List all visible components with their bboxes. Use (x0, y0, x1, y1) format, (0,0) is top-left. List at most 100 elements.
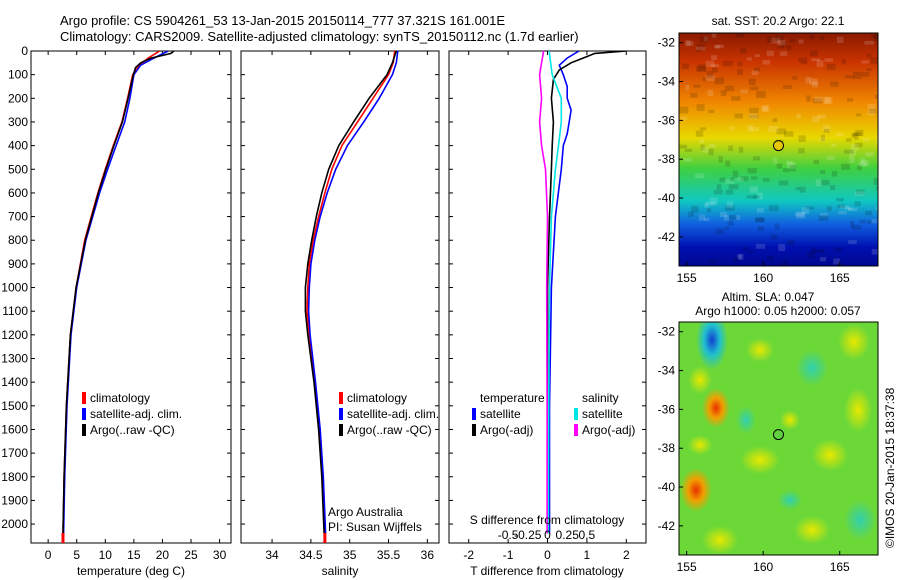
sst-pixel (812, 115, 820, 122)
temperature-panel: 0100200300400500600700800900100011001200… (1, 44, 232, 578)
sst-pixel (679, 144, 688, 149)
sst-pixel (753, 156, 760, 161)
sst-pixel (700, 144, 705, 151)
sst-pixel (873, 34, 878, 42)
sst-pixel (698, 214, 706, 221)
legend-satellite-adj: satellite-adj. clim. (347, 407, 439, 421)
map-x-tick-label: 160 (753, 560, 773, 574)
sst-pixel (784, 131, 794, 137)
legend-temperature-head: temperature (480, 391, 545, 405)
sst-pixel (706, 71, 714, 78)
sst-pixel (820, 257, 827, 262)
legend-swatch-argo (339, 424, 343, 436)
sst-pixel (684, 148, 693, 152)
sst-pixel (728, 145, 733, 151)
sst-pixel (785, 160, 793, 166)
map-y-tick-label: -38 (658, 441, 676, 455)
series-line-climatology (62, 51, 161, 534)
sst-pixel (705, 75, 715, 81)
sst-pixel (708, 148, 714, 156)
x-tick-label: 0 (45, 548, 52, 562)
sst-pixel (713, 190, 723, 195)
sst-pixel (845, 207, 853, 211)
map-y-tick-label: -40 (658, 191, 676, 205)
sst-pixel (835, 264, 843, 266)
sst-pixel (767, 255, 774, 261)
sst-pixel (767, 36, 774, 43)
sst-pixel (712, 67, 718, 73)
sst-pixel (738, 146, 744, 153)
sst-pixel (849, 156, 855, 163)
sst-pixel (836, 197, 844, 202)
sst-pixel (695, 48, 702, 52)
sst-texture (679, 33, 878, 266)
temperature-axes-box (30, 50, 232, 544)
s-diff-xlabel: S difference from climatology (470, 513, 625, 527)
sla-anomaly-blob (796, 350, 828, 386)
sst-pixel (696, 44, 705, 50)
sst-pixel (816, 60, 824, 67)
sst-pixel (849, 150, 856, 156)
sst-pixel (877, 36, 878, 42)
sst-pixel (864, 40, 875, 45)
sst-pixel (749, 114, 759, 119)
series-line-temperature-argo-adj- (546, 51, 627, 534)
x-tick-label: -1 (503, 548, 514, 562)
sla-anomalies (680, 322, 876, 554)
sst-pixel (811, 58, 821, 62)
sst-pixel (740, 89, 748, 94)
sst-pixel (688, 211, 694, 217)
sst-pixel (841, 163, 851, 170)
sst-pixel (851, 133, 856, 138)
sla-anomaly-blob (838, 324, 870, 360)
sst-pixel (831, 171, 838, 177)
sst-pixel (699, 138, 704, 144)
s-diff-tick-label: -0.5 (498, 528, 519, 542)
x-tick-label: 15 (127, 548, 141, 562)
institution-line1: Argo Australia (328, 505, 403, 519)
sst-pixel (757, 226, 764, 232)
series-line-argo-raw-qc- (62, 51, 175, 534)
sst-pixel (696, 66, 706, 72)
sst-pixel (754, 67, 760, 72)
sst-pixel (838, 210, 847, 215)
sst-pixel (856, 189, 865, 195)
imos-credit: ©IMOS 20-Jan-2015 18:37:38 (883, 387, 897, 548)
depth-axis: 0 100 200 300 400 500 600 700 800 900 1000 1100 1200… (1, 44, 28, 531)
x-tick-label: 36 (421, 548, 435, 562)
sst-pixel (847, 208, 858, 212)
sst-pixel (693, 84, 701, 88)
series-line-satellite-adj-clim- (62, 51, 169, 534)
sst-pixel (811, 81, 819, 88)
legend-s-argo: Argo(-adj) (582, 423, 635, 437)
map-y-tick-label: -32 (658, 36, 676, 50)
sst-pixel (817, 114, 826, 119)
climatology-end-marker (323, 533, 327, 543)
sst-pixel (753, 195, 760, 199)
depth-tick-label: 1800 (1, 470, 28, 484)
sst-pixel (796, 211, 806, 219)
sst-pixel (809, 78, 818, 85)
x-tick-label: 2 (623, 548, 630, 562)
sst-pixel (801, 207, 810, 214)
salinity-x-axis: 34 34.5 35 35.5 36 (241, 50, 439, 562)
sst-pixel (853, 133, 859, 140)
sst-pixel (811, 247, 817, 254)
s-diff-tick-label: 0 (544, 528, 551, 542)
x-tick-label: 34 (265, 548, 279, 562)
sst-pixel (768, 205, 779, 212)
depth-tick-label: 1000 (1, 281, 28, 295)
map-x-tick-label: 155 (677, 560, 697, 574)
sst-pixel (703, 217, 710, 221)
sst-pixel (724, 226, 729, 230)
sst-pixel (716, 184, 722, 190)
sst-pixel (820, 212, 829, 217)
sst-pixel (779, 51, 788, 56)
sst-pixel (724, 179, 735, 184)
map-x-tick-label: 165 (830, 271, 850, 285)
sla-anomaly-blob (688, 435, 712, 455)
sst-pixel (840, 205, 850, 209)
sst-pixel (813, 249, 823, 253)
sst-pixel (729, 215, 737, 220)
sst-pixel (822, 125, 831, 132)
